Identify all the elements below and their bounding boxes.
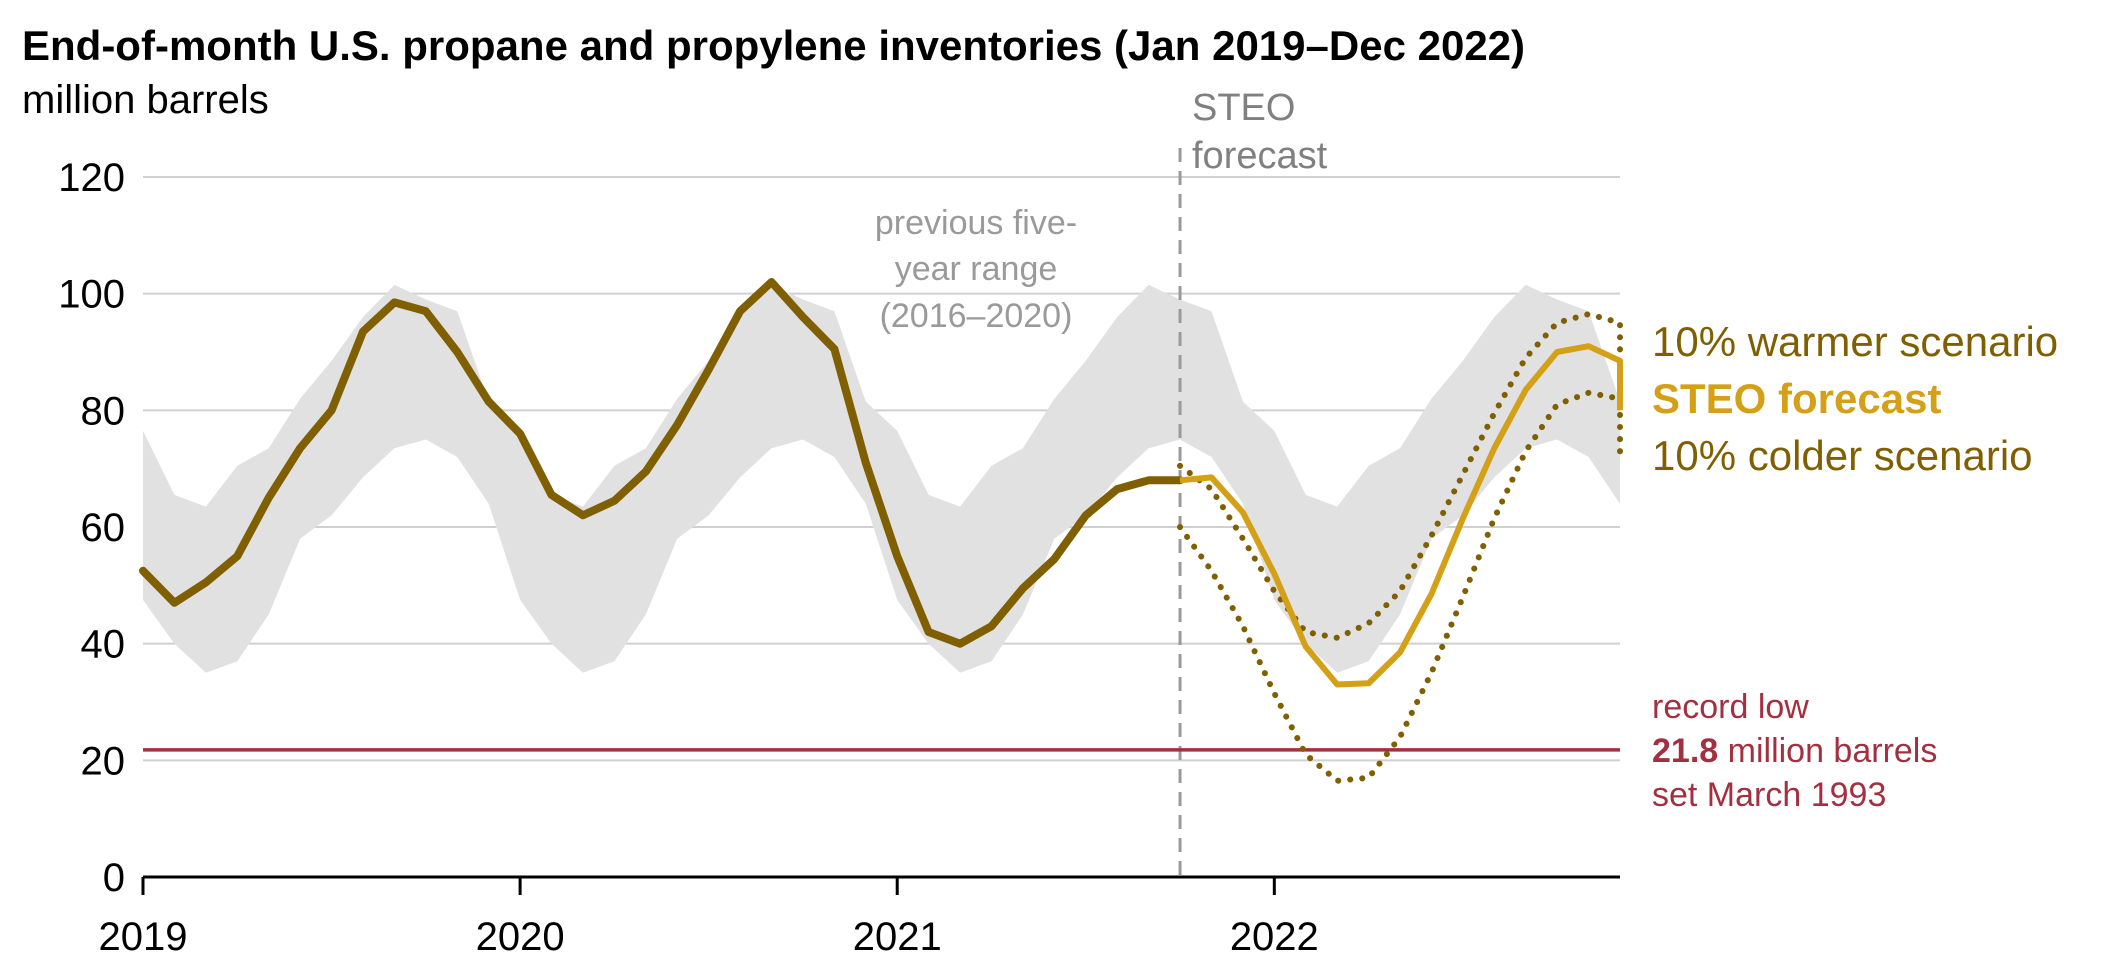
range-annotation-line1: previous five- (875, 204, 1077, 242)
range-annotation-line2: year range (895, 250, 1058, 288)
five-year-range-band (143, 284, 1620, 673)
record-low-unit: million barrels (1718, 732, 1937, 770)
y-tick-0: 0 (103, 856, 125, 900)
forecast-series-line (1179, 343, 1623, 688)
y-tick-60: 60 (81, 506, 126, 550)
record-low-value: 21.8 (1652, 732, 1718, 770)
y-tick-100: 100 (58, 273, 125, 317)
y-tick-20: 20 (81, 739, 126, 783)
y-tick-80: 80 (81, 389, 126, 433)
x-tick-labels: 2019 2020 2021 2022 (99, 877, 1319, 959)
forecast-label: STEO forecast (1652, 375, 1941, 422)
record-low-label-line2: 21.8 million barrels (1652, 732, 1937, 770)
y-tick-120: 120 (58, 156, 125, 200)
record-low-label-line1: record low (1652, 688, 1809, 726)
colder-scenario-label: 10% colder scenario (1652, 432, 2033, 479)
x-tick-2022: 2022 (1230, 915, 1319, 959)
record-low-label-line3: set March 1993 (1652, 776, 1886, 814)
y-tick-labels: 0 20 40 60 80 100 120 (58, 156, 125, 900)
warmer-scenario-line (1177, 310, 1623, 641)
range-annotation-line3: (2016–2020) (880, 297, 1073, 335)
y-axis-unit-label: million barrels (22, 78, 269, 122)
warmer-scenario-label: 10% warmer scenario (1652, 318, 2058, 365)
colder-scenario-line (1177, 389, 1623, 784)
history-series-line (139, 278, 1184, 648)
x-tick-2021: 2021 (853, 915, 942, 959)
x-tick-2020: 2020 (476, 915, 565, 959)
x-tick-2019: 2019 (99, 915, 188, 959)
chart-title: End-of-month U.S. propane and propylene … (22, 22, 1526, 69)
y-tick-40: 40 (81, 623, 126, 667)
steo-annotation-line2: forecast (1192, 135, 1328, 177)
steo-annotation-line1: STEO (1192, 87, 1295, 129)
